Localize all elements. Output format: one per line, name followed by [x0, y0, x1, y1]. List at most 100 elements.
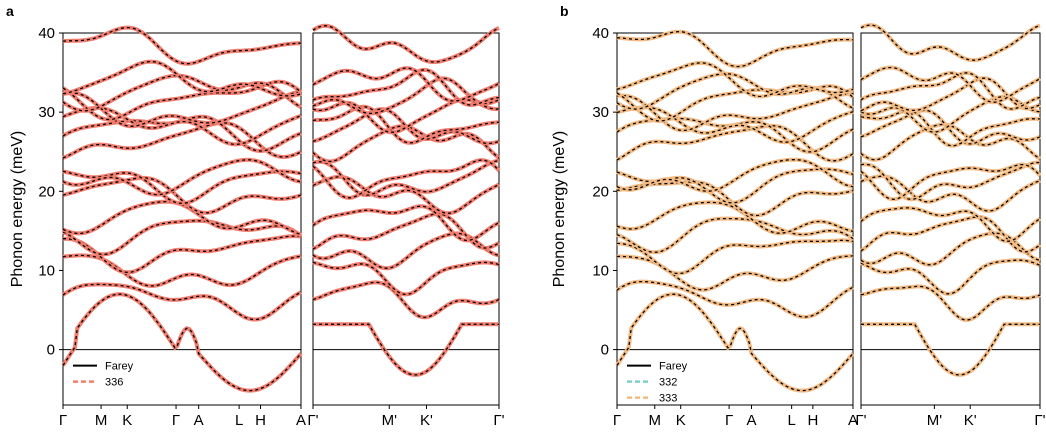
series-farey-band: [62, 254, 302, 287]
series-farey-band: [616, 217, 854, 253]
series-farey-band: [860, 161, 1041, 200]
series-fit-band: [616, 157, 854, 194]
series-farey-band: [860, 163, 1041, 200]
series-farey-band: [312, 77, 500, 115]
series-fit-band: [616, 200, 854, 236]
panel-letter: a: [6, 3, 14, 19]
series-farey-low: [62, 293, 302, 392]
series-farey-band: [860, 207, 1041, 242]
y-tick-label: 30: [592, 104, 609, 121]
panel-letter: b: [560, 3, 569, 19]
x-tick-label: Γ: [725, 412, 733, 429]
x-tick-label-right: Γ': [307, 412, 318, 429]
series-farey-band: [62, 122, 302, 159]
series-farey-band: [860, 259, 1041, 295]
legend-label: 333: [659, 393, 677, 405]
x-tick-label: M: [649, 412, 662, 429]
series-farey-band: [312, 108, 500, 145]
series-fit-band: [62, 59, 302, 98]
legend-label: 336: [105, 377, 123, 389]
series-fit-low: [615, 292, 855, 393]
series-farey-band: [312, 213, 500, 250]
series-farey-band: [312, 281, 500, 319]
y-tick-label: 20: [38, 183, 55, 200]
axes-frame-right: [312, 32, 500, 406]
series-farey-band: [62, 74, 302, 112]
series-farey-band: [312, 67, 500, 102]
series-farey-band: [616, 181, 854, 217]
series-farey-band: [312, 106, 500, 144]
series-fit-band: [62, 120, 302, 160]
legend-label: 332: [659, 377, 677, 389]
x-tick-label: L: [235, 412, 243, 429]
series-farey-band: [312, 25, 500, 63]
series-farey-low: [313, 323, 499, 376]
series-fit-band: [61, 79, 303, 122]
y-tick-label: 30: [38, 104, 55, 121]
x-tick-label-right: M': [927, 412, 942, 429]
x-tick-label: A: [194, 412, 204, 429]
series-farey-band: [616, 106, 854, 143]
y-tick-label: 40: [38, 25, 55, 42]
x-tick-label: M: [95, 412, 108, 429]
series-farey-band: [312, 69, 500, 106]
series-farey-band: [616, 92, 854, 132]
x-tick-label: Γ: [172, 412, 180, 429]
x-tick-label-right: K': [964, 412, 977, 429]
bands-right: [311, 23, 501, 377]
series-farey-band: [63, 235, 302, 273]
series-fit-band: [616, 179, 854, 218]
series-fit-band: [860, 284, 1041, 323]
legend-label: Farey: [105, 361, 134, 373]
series-farey-band: [62, 60, 302, 97]
series-farey-band: [62, 220, 302, 256]
series-farey-band: [62, 177, 302, 214]
y-tick-label: 10: [38, 262, 55, 279]
series-farey-band: [860, 24, 1041, 61]
series-fit-alt-low: [616, 293, 854, 392]
series-fit-band: [62, 253, 302, 288]
series-farey-band: [616, 62, 854, 98]
series-farey-band: [860, 175, 1041, 212]
series-farey-band: [616, 168, 854, 204]
axes-frame-left: [62, 32, 302, 406]
series-farey-band: [62, 107, 302, 146]
series-farey-band: [62, 26, 302, 65]
series-farey-band: [860, 285, 1041, 321]
series-farey-band: [62, 159, 302, 196]
x-tick-label: Γ: [613, 412, 621, 429]
series-farey-band: [860, 66, 1041, 103]
series-farey-band: [860, 109, 1041, 145]
series-fit-band: [62, 89, 302, 129]
series-farey-band: [62, 283, 302, 321]
y-tick-label: 0: [47, 342, 55, 359]
x-tick-label: H: [807, 412, 818, 429]
x-tick-label: A: [747, 412, 757, 429]
x-tick-label-right: K': [420, 412, 433, 429]
axes-frame-left: [616, 32, 854, 406]
series-fit-band: [615, 116, 854, 154]
series-farey-band: [860, 72, 1041, 110]
series-farey-band: [860, 110, 1041, 147]
x-tick-label-right: Γ': [1034, 412, 1045, 429]
bands-right: [859, 23, 1042, 377]
series-fit-band: [311, 23, 500, 64]
series-farey-band: [312, 232, 500, 269]
x-tick-label-right: Γ': [493, 412, 504, 429]
x-tick-label: K: [676, 412, 686, 429]
series-fit-band: [312, 211, 500, 251]
series-fit-band: [616, 29, 854, 69]
series-fit-band: [62, 199, 302, 237]
series-farey-band: [860, 232, 1041, 266]
y-tick-label: 20: [592, 183, 609, 200]
series-fit-band: [615, 279, 854, 320]
series-fit-band: [860, 23, 1041, 63]
x-tick-label: K: [122, 412, 132, 429]
x-tick-label: Γ: [59, 412, 67, 429]
legend-label: Farey: [659, 361, 688, 373]
series-farey-band: [312, 261, 500, 296]
series-fit-low: [61, 292, 303, 393]
series-farey-band: [312, 160, 500, 196]
